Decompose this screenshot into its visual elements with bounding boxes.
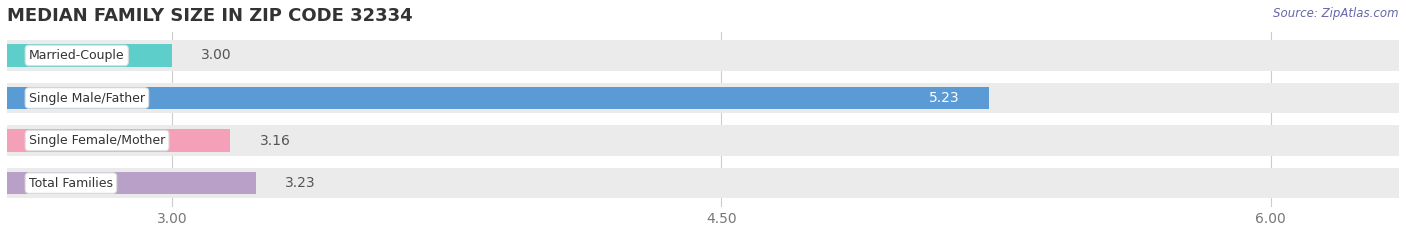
Bar <box>7 40 1399 71</box>
Text: 5.23: 5.23 <box>929 91 959 105</box>
Text: 3.16: 3.16 <box>260 134 291 147</box>
Bar <box>7 172 256 194</box>
Bar <box>7 130 231 152</box>
Bar <box>7 83 1399 113</box>
Text: 3.00: 3.00 <box>201 48 232 62</box>
Text: 3.23: 3.23 <box>285 176 316 190</box>
Text: Source: ZipAtlas.com: Source: ZipAtlas.com <box>1274 7 1399 20</box>
Text: MEDIAN FAMILY SIZE IN ZIP CODE 32334: MEDIAN FAMILY SIZE IN ZIP CODE 32334 <box>7 7 412 25</box>
Bar <box>7 87 988 109</box>
Bar <box>7 45 172 66</box>
Text: Single Male/Father: Single Male/Father <box>30 92 145 105</box>
Text: Single Female/Mother: Single Female/Mother <box>30 134 165 147</box>
Text: Total Families: Total Families <box>30 177 112 190</box>
Bar <box>7 168 1399 199</box>
Text: Married-Couple: Married-Couple <box>30 49 125 62</box>
Bar <box>7 125 1399 156</box>
